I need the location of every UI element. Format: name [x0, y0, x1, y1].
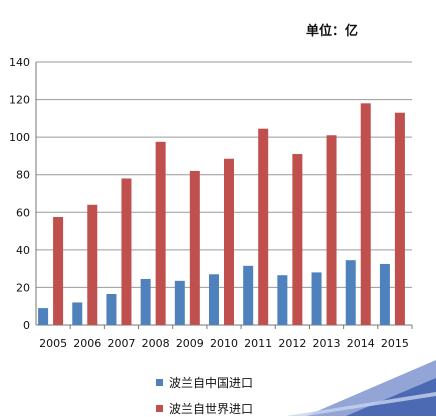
legend-swatch-world — [156, 405, 163, 412]
bar-china — [38, 308, 49, 325]
y-tick-label: 0 — [23, 319, 30, 332]
legend-label-china: 波兰自中国进口 — [169, 376, 254, 390]
x-tick-label: 2010 — [210, 337, 238, 350]
legend-label-world: 波兰自世界进口 — [169, 402, 254, 416]
bar-china — [311, 272, 322, 325]
x-tick-label: 2008 — [142, 337, 170, 350]
bar-china — [72, 302, 83, 325]
y-tick-label: 20 — [16, 281, 30, 294]
legend-item-world: 波兰自世界进口 — [156, 400, 253, 417]
y-tick-label: 60 — [16, 206, 30, 219]
unit-label: 单位：亿 — [306, 24, 359, 39]
y-tick-label: 80 — [16, 169, 30, 182]
bar-china — [277, 275, 288, 325]
x-tick-label: 2015 — [381, 337, 409, 350]
bar-world — [121, 178, 132, 325]
bar-china — [243, 265, 254, 325]
bar-world — [53, 216, 64, 325]
x-tick-label: 2007 — [107, 337, 135, 350]
bar-china — [345, 260, 356, 325]
y-tick-label: 40 — [16, 244, 30, 257]
bar-china — [174, 280, 185, 325]
y-tick-label: 120 — [9, 94, 30, 107]
bar-china — [140, 278, 151, 325]
decorative-corner-graphic — [286, 360, 436, 416]
bar-world — [292, 154, 303, 325]
x-tick-label: 2014 — [347, 337, 375, 350]
bar-world — [394, 112, 405, 325]
bar-world — [189, 170, 200, 325]
bar-world — [360, 103, 371, 325]
bar-world — [155, 141, 166, 325]
x-tick-label: 2012 — [278, 337, 306, 350]
y-tick-label: 100 — [9, 131, 30, 144]
bar-world — [326, 135, 337, 325]
bar-china — [209, 274, 219, 325]
y-tick-label: 140 — [9, 56, 30, 69]
x-tick-label: 2009 — [176, 337, 204, 350]
x-tick-label: 2013 — [313, 337, 341, 350]
x-tick-label: 2005 — [39, 337, 67, 350]
x-tick-label: 2006 — [73, 337, 101, 350]
bar-world — [224, 158, 234, 325]
bar-china — [106, 294, 117, 325]
x-tick-label: 2011 — [244, 337, 272, 350]
bar-world — [87, 204, 98, 325]
bar-china — [379, 263, 390, 325]
bar-world — [258, 128, 269, 325]
legend-item-china: 波兰自中国进口 — [156, 374, 253, 391]
legend-swatch-china — [156, 379, 163, 386]
